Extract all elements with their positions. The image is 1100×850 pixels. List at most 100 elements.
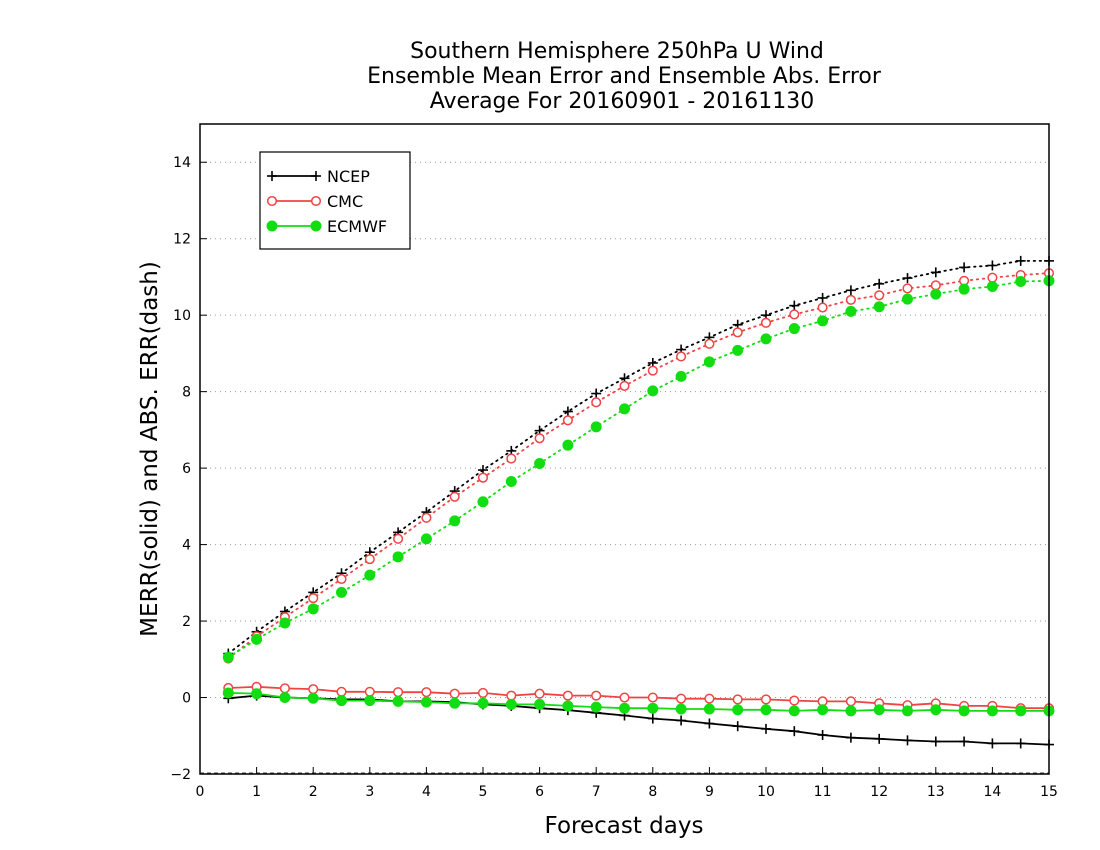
point-ecmwf-mean-err xyxy=(619,702,630,714)
point-ncep-mean-err xyxy=(789,726,800,737)
point-ncep-abs-err xyxy=(591,388,602,399)
x-tick-label: 0 xyxy=(196,784,205,800)
point-cmc-abs-err xyxy=(591,397,602,408)
title-line-1: Southern Hemisphere 250hPa U Wind xyxy=(410,39,824,64)
point-ecmwf-mean-err xyxy=(562,700,574,712)
y-tick-label: 14 xyxy=(173,155,191,171)
point-ecmwf-abs-err xyxy=(449,515,461,527)
point-cmc-abs-err xyxy=(704,338,715,349)
point-ncep-abs-err xyxy=(562,406,573,417)
point-ecmwf-mean-err xyxy=(788,705,800,717)
point-ecmwf-mean-err xyxy=(845,705,857,717)
point-cmc-mean-err xyxy=(789,695,800,706)
point-ecmwf-mean-err xyxy=(675,703,687,715)
point-cmc-mean-err xyxy=(676,693,687,704)
x-tick-label: 12 xyxy=(870,784,888,800)
point-ecmwf-abs-err xyxy=(788,323,800,335)
legend-entry-ecmwf: ECMWF xyxy=(266,217,387,236)
line-ecmwf-mean-err xyxy=(228,692,1049,712)
point-cmc-abs-err xyxy=(364,554,375,565)
point-cmc-abs-err xyxy=(817,302,828,313)
point-ncep-abs-err xyxy=(959,262,970,273)
y-tick-label: 10 xyxy=(173,308,191,324)
x-tick-label: 2 xyxy=(309,784,318,800)
point-ecmwf-abs-err xyxy=(222,651,234,663)
point-ecmwf-abs-err xyxy=(986,281,998,292)
legend-marker-left xyxy=(266,220,278,232)
point-cmc-abs-err xyxy=(987,272,998,283)
point-cmc-abs-err xyxy=(647,365,658,376)
point-ecmwf-abs-err xyxy=(703,356,715,368)
point-ncep-abs-err xyxy=(1015,255,1026,266)
point-ecmwf-mean-err xyxy=(958,705,970,717)
y-tick-label: 6 xyxy=(182,461,191,477)
point-ecmwf-mean-err xyxy=(760,704,772,716)
point-ecmwf-abs-err xyxy=(392,551,404,563)
point-cmc-mean-err xyxy=(449,688,460,699)
point-cmc-abs-err xyxy=(732,327,743,338)
point-ecmwf-abs-err xyxy=(364,569,376,581)
point-cmc-mean-err xyxy=(732,694,743,705)
point-ncep-abs-err xyxy=(845,285,856,296)
point-ncep-abs-err xyxy=(930,267,941,278)
x-tick-label: 13 xyxy=(927,784,945,800)
point-ecmwf-abs-err xyxy=(958,283,970,295)
point-ncep-abs-err xyxy=(817,292,828,303)
point-cmc-abs-err xyxy=(477,472,489,483)
x-tick-label: 1 xyxy=(252,784,261,800)
point-ecmwf-abs-err xyxy=(873,301,885,313)
point-cmc-mean-err xyxy=(421,687,432,698)
point-ecmwf-abs-err xyxy=(534,458,546,470)
point-cmc-abs-err xyxy=(845,294,856,305)
point-ecmwf-mean-err xyxy=(590,701,602,713)
legend-entry-ncep: NCEP xyxy=(267,167,370,186)
x-tick-label: 3 xyxy=(365,784,374,800)
legend-marker-left xyxy=(267,171,277,181)
line-ncep-mean-err xyxy=(228,694,1050,746)
point-ecmwf-mean-err xyxy=(307,692,319,704)
point-ecmwf-mean-err xyxy=(336,695,347,707)
point-ncep-mean-err xyxy=(676,715,687,726)
point-ecmwf-mean-err xyxy=(449,697,461,709)
legend-label-cmc: CMC xyxy=(327,192,363,211)
point-ncep-mean-err xyxy=(761,723,771,734)
point-ncep-mean-err xyxy=(874,733,885,744)
point-cmc-abs-err xyxy=(393,533,404,544)
point-ncep-mean-err xyxy=(845,732,856,743)
y-tick-label: 4 xyxy=(182,538,191,554)
point-ecmwf-abs-err xyxy=(817,315,829,327)
x-tick-label: 5 xyxy=(479,784,488,800)
legend-marker-right xyxy=(311,171,321,181)
point-cmc-mean-err xyxy=(477,687,489,698)
point-ecmwf-mean-err xyxy=(873,704,885,716)
legend-label-ncep: NCEP xyxy=(327,167,370,186)
point-ncep-mean-err xyxy=(704,718,715,729)
legend: NCEP CMC ECMWF xyxy=(259,151,411,250)
y-tick-label: −2 xyxy=(170,767,191,783)
x-tick-label: 9 xyxy=(705,784,714,800)
point-ecmwf-abs-err xyxy=(619,403,630,415)
point-cmc-mean-err xyxy=(364,686,375,697)
title-line-2: Ensemble Mean Error and Ensemble Abs. Er… xyxy=(367,64,882,89)
point-ecmwf-mean-err xyxy=(534,698,546,710)
point-ncep-abs-err xyxy=(987,260,998,271)
point-ecmwf-mean-err xyxy=(732,704,744,716)
point-cmc-mean-err xyxy=(506,690,517,701)
x-axis-label: Forecast days xyxy=(545,813,704,839)
point-ecmwf-mean-err xyxy=(251,688,263,700)
grid xyxy=(200,161,1049,774)
point-cmc-mean-err xyxy=(336,686,347,697)
title-line-3: Average For 20160901 - 20161130 xyxy=(430,89,815,114)
point-ecmwf-mean-err xyxy=(647,702,659,714)
point-cmc-mean-err xyxy=(393,687,404,698)
point-ecmwf-mean-err xyxy=(420,696,432,708)
point-cmc-abs-err xyxy=(874,290,885,301)
point-ecmwf-mean-err xyxy=(392,695,404,707)
point-cmc-abs-err xyxy=(506,453,517,464)
x-tick-label: 15 xyxy=(1040,784,1058,800)
point-ncep-abs-err xyxy=(789,300,800,311)
x-tick-label: 11 xyxy=(814,784,832,800)
point-cmc-abs-err xyxy=(619,380,630,391)
